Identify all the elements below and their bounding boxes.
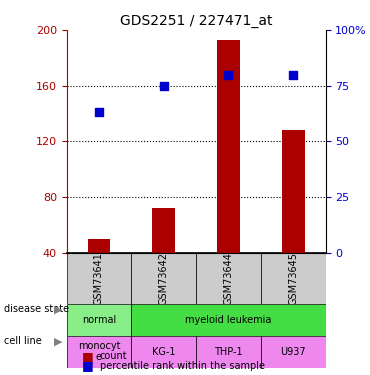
- FancyBboxPatch shape: [67, 304, 131, 336]
- Point: [96, 110, 102, 116]
- Text: disease state: disease state: [4, 304, 69, 314]
- Text: GSM73644: GSM73644: [223, 252, 233, 305]
- FancyBboxPatch shape: [261, 336, 326, 368]
- FancyBboxPatch shape: [196, 253, 261, 304]
- FancyBboxPatch shape: [131, 336, 196, 368]
- FancyBboxPatch shape: [261, 253, 326, 304]
- Text: ▶: ▶: [54, 304, 62, 314]
- Bar: [152, 208, 175, 253]
- FancyBboxPatch shape: [67, 336, 131, 368]
- Text: ▶: ▶: [54, 336, 62, 346]
- Text: monocyt
e: monocyt e: [78, 341, 120, 362]
- Text: KG-1: KG-1: [152, 346, 175, 357]
- Text: U937: U937: [280, 346, 306, 357]
- Bar: [217, 40, 240, 253]
- Text: THP-1: THP-1: [214, 346, 243, 357]
- Text: myeloid leukemia: myeloid leukemia: [185, 315, 272, 325]
- Text: normal: normal: [82, 315, 116, 325]
- Point: [290, 72, 296, 78]
- FancyBboxPatch shape: [67, 253, 131, 304]
- Bar: [88, 239, 110, 253]
- Text: GSM73645: GSM73645: [288, 252, 298, 305]
- FancyBboxPatch shape: [131, 253, 196, 304]
- FancyBboxPatch shape: [131, 304, 326, 336]
- Text: percentile rank within the sample: percentile rank within the sample: [100, 361, 265, 370]
- FancyBboxPatch shape: [196, 336, 261, 368]
- Text: ■: ■: [81, 350, 93, 363]
- Point: [226, 72, 232, 78]
- Text: count: count: [100, 351, 128, 361]
- Text: ■: ■: [81, 359, 93, 372]
- Text: cell line: cell line: [4, 336, 41, 346]
- Text: GSM73641: GSM73641: [94, 252, 104, 305]
- Point: [161, 83, 167, 89]
- Bar: [282, 130, 305, 253]
- Title: GDS2251 / 227471_at: GDS2251 / 227471_at: [120, 13, 272, 28]
- Text: GSM73642: GSM73642: [159, 252, 169, 305]
